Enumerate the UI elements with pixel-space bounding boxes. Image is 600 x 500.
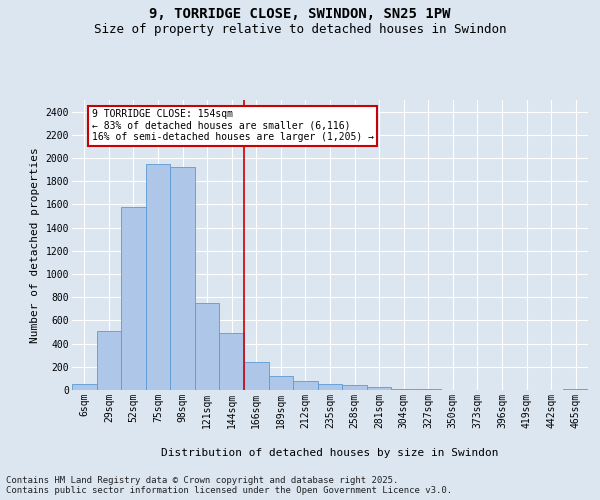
Bar: [244, 362, 269, 390]
Text: 9 TORRIDGE CLOSE: 154sqm
← 83% of detached houses are smaller (6,116)
16% of sem: 9 TORRIDGE CLOSE: 154sqm ← 83% of detach…: [92, 110, 374, 142]
Bar: [146, 164, 170, 390]
Bar: [367, 388, 391, 390]
Text: Contains HM Land Registry data © Crown copyright and database right 2025.
Contai: Contains HM Land Registry data © Crown c…: [6, 476, 452, 495]
Bar: [72, 384, 97, 390]
Bar: [121, 206, 146, 390]
Bar: [293, 382, 318, 390]
Bar: [563, 389, 588, 390]
Bar: [269, 376, 293, 390]
Bar: [416, 389, 440, 390]
Bar: [170, 168, 195, 390]
Y-axis label: Number of detached properties: Number of detached properties: [30, 147, 40, 343]
Bar: [318, 384, 342, 390]
Text: Size of property relative to detached houses in Swindon: Size of property relative to detached ho…: [94, 22, 506, 36]
Text: Distribution of detached houses by size in Swindon: Distribution of detached houses by size …: [161, 448, 499, 458]
Bar: [195, 303, 220, 390]
Bar: [97, 331, 121, 390]
Bar: [220, 333, 244, 390]
Bar: [342, 386, 367, 390]
Bar: [391, 388, 416, 390]
Text: 9, TORRIDGE CLOSE, SWINDON, SN25 1PW: 9, TORRIDGE CLOSE, SWINDON, SN25 1PW: [149, 8, 451, 22]
